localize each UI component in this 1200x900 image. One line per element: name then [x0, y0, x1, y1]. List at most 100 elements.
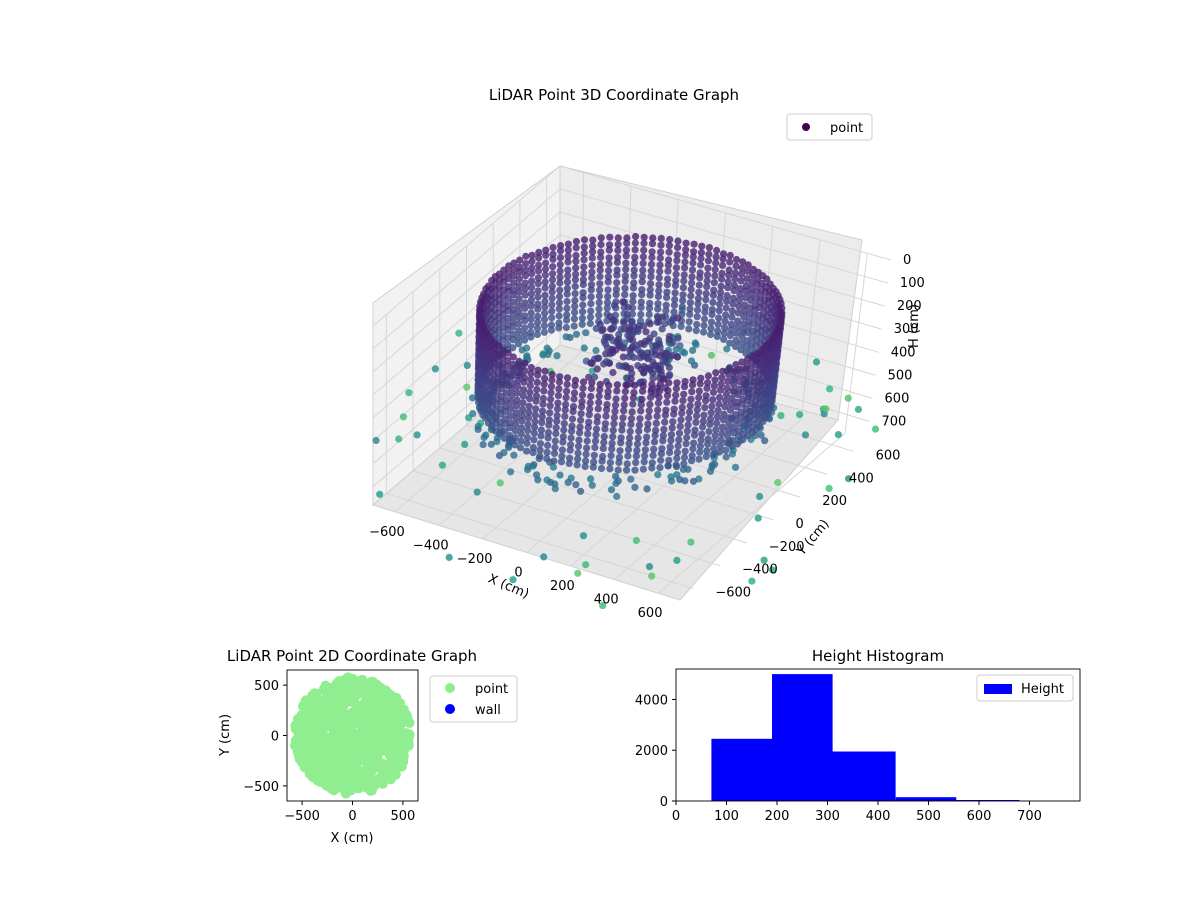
point-3d: [705, 428, 713, 436]
point-3d: [742, 349, 750, 357]
point-3d: [570, 395, 578, 403]
point-3d: [704, 379, 712, 387]
point-3d: [757, 431, 765, 439]
point-3d: [558, 452, 566, 460]
point-3d: [513, 389, 522, 397]
point-3d: [480, 366, 488, 374]
point-3d: [627, 475, 635, 483]
point-3d: [640, 239, 648, 247]
point-3d: [583, 444, 591, 452]
point-3d: [630, 327, 639, 336]
point-3d: [639, 387, 647, 395]
point-3d: [639, 382, 647, 390]
point-3d: [585, 373, 593, 381]
point-3d: [721, 403, 729, 411]
point-3d: [647, 280, 655, 288]
point-3d: [712, 253, 720, 261]
point-3d: [706, 420, 714, 428]
point-3d: [579, 384, 587, 392]
point-3d: [533, 330, 542, 339]
legend-2d-label-wall: wall: [475, 703, 501, 718]
point-3d: [540, 380, 548, 388]
point-3d: [743, 275, 751, 283]
legend-2d-marker-wall: [445, 704, 455, 714]
point-3d: [613, 387, 621, 395]
point-3d: [576, 429, 584, 437]
point-3d: [748, 284, 756, 292]
point-3d: [596, 386, 604, 394]
point-3d: [710, 286, 718, 294]
point-3d: [834, 431, 843, 439]
point-3d: [645, 310, 653, 319]
point-3d: [597, 248, 605, 256]
point-3d: [596, 380, 604, 388]
point-3d: [601, 425, 609, 433]
point-3d: [579, 294, 587, 302]
point-2d: [389, 720, 400, 731]
point-3d: [515, 302, 523, 310]
point-3d: [687, 538, 695, 546]
point-3d: [702, 290, 710, 298]
y-tick-label-3d: 0: [796, 517, 804, 532]
point-3d: [716, 393, 724, 401]
point-2d: [369, 780, 380, 791]
point-3d: [744, 261, 752, 269]
point-3d: [505, 262, 513, 270]
point-3d: [648, 240, 657, 248]
point-3d: [663, 293, 671, 301]
point-3d: [622, 265, 630, 273]
legend-2d-marker-point: [445, 683, 455, 693]
point-3d: [372, 436, 380, 445]
point-2d: [343, 672, 354, 683]
point-3d: [716, 448, 724, 456]
point-3d: [545, 421, 553, 429]
histogram-x-tick-label: 600: [967, 809, 992, 824]
point-3d: [592, 324, 600, 333]
point-3d: [574, 449, 582, 457]
point-3d: [544, 441, 552, 449]
point-3d: [700, 321, 708, 330]
point-3d: [587, 475, 595, 483]
point-3d: [675, 436, 683, 444]
point-3d: [544, 434, 552, 442]
point-3d: [706, 415, 715, 423]
point-3d: [570, 322, 578, 330]
point-3d: [731, 342, 740, 351]
y-tick-label-3d: 400: [849, 471, 874, 486]
point-3d: [639, 259, 647, 267]
point-3d: [593, 418, 601, 426]
point-3d: [747, 290, 755, 298]
point-3d: [697, 249, 706, 257]
point-3d: [699, 423, 707, 431]
point-3d: [672, 270, 680, 278]
point-3d: [723, 297, 731, 305]
point-3d: [731, 269, 740, 277]
point-3d: [722, 304, 730, 312]
point-3d: [577, 416, 585, 424]
point-3d: [595, 398, 603, 406]
point-3d: [515, 268, 524, 276]
point-3d: [534, 287, 542, 295]
point-3d: [545, 416, 553, 424]
point-3d: [461, 440, 469, 448]
histogram-bar: [895, 797, 957, 801]
x-tick-label-3d: 200: [550, 579, 575, 594]
point-3d: [514, 382, 522, 390]
point-2d: [383, 694, 393, 704]
point-3d: [695, 281, 703, 289]
point-2d: [404, 718, 415, 728]
point-3d: [645, 304, 654, 312]
point-3d: [720, 329, 728, 337]
point-3d: [507, 412, 515, 420]
point-3d: [519, 399, 527, 407]
point-3d: [610, 414, 619, 422]
point-3d: [555, 299, 564, 307]
point-3d: [554, 392, 563, 400]
point-3d: [617, 439, 625, 447]
point-3d: [544, 429, 553, 437]
point-3d: [513, 396, 521, 404]
point-3d: [673, 454, 681, 462]
point-3d: [549, 243, 557, 252]
point-3d: [703, 384, 711, 392]
point-3d: [619, 298, 627, 306]
